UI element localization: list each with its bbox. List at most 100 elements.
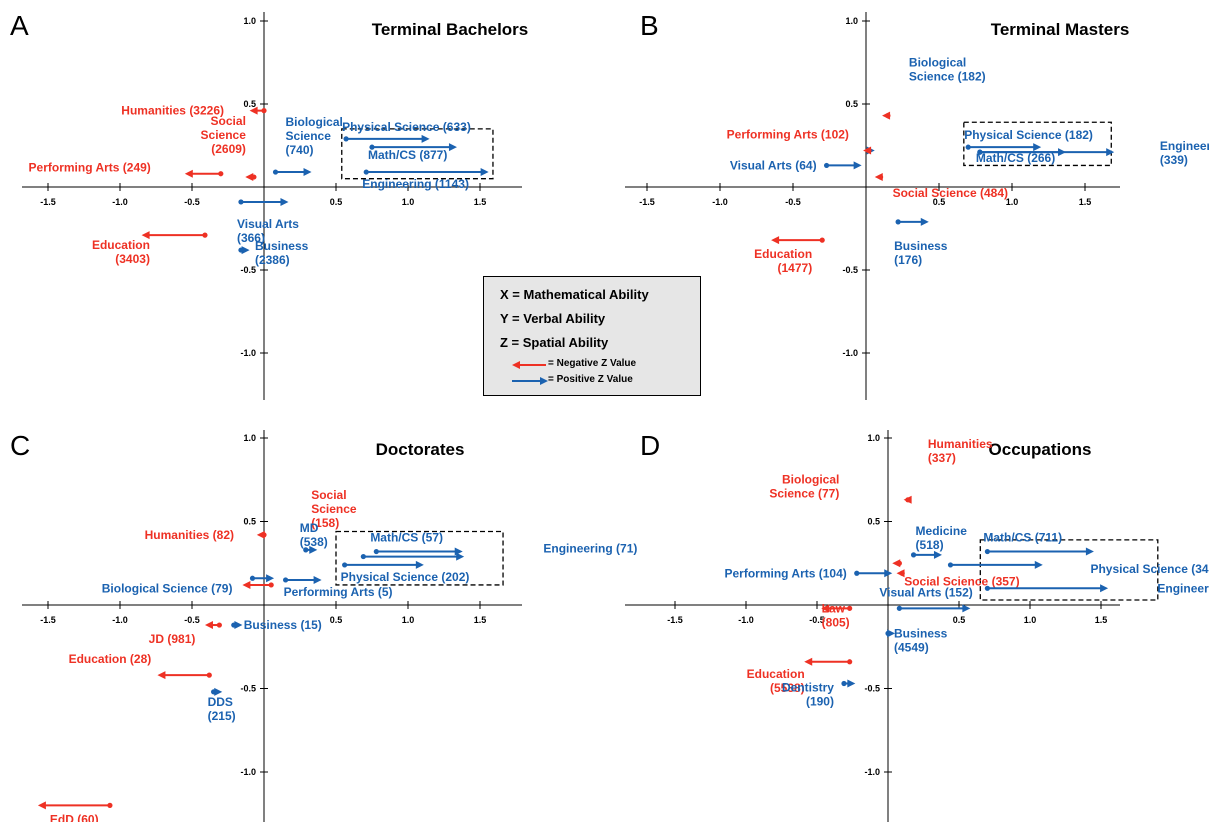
panel-letter: A	[10, 10, 29, 41]
x-tick-label: 1.5	[1079, 197, 1092, 207]
x-tick-label: 1.5	[474, 197, 487, 207]
data-point: Physical Science (182)	[964, 128, 1093, 152]
point-label: Biological Science (740)	[286, 115, 343, 157]
panel-b: -1.5 -1.0 -0.5 0.5 1.0 1.5 1.0 0.5 -0.5 -1.0 B Term…	[625, 0, 1209, 400]
highlight-box	[979, 539, 1159, 601]
point-label: Biological Science (182)	[909, 55, 986, 83]
y-tick-label: -1.0	[240, 767, 256, 777]
x-tick-label: 0.5	[330, 615, 343, 625]
z-arrow-head	[309, 545, 318, 554]
point-label: EdD (60)	[50, 812, 99, 822]
data-point: Math/CS (266)	[976, 148, 1067, 165]
z-arrow-head	[204, 621, 213, 630]
data-point: Education (5538)	[747, 657, 853, 695]
z-arrow-head	[771, 236, 780, 245]
point-dot	[249, 575, 256, 581]
y-tick-label: 1.0	[845, 16, 858, 26]
z-arrow-head	[874, 173, 883, 182]
y-tick-label: 1.0	[867, 433, 880, 443]
data-point: Physical Science (347)	[947, 560, 1209, 576]
data-point: Performing Arts (249)	[29, 161, 224, 178]
z-arrow-head	[821, 604, 830, 613]
z-arrow-head	[415, 560, 424, 569]
y-tick-label: 1.0	[243, 433, 256, 443]
data-point: Social Science (2609)	[201, 114, 257, 182]
panel-d: -1.5 -1.0 -0.5 0.5 1.0 1.5 1.0 0.5 -0.5 -1.0 D Occu…	[625, 430, 1209, 822]
point-label: Education (5538)	[747, 667, 805, 695]
z-arrow-head	[804, 657, 813, 666]
panel-c: -1.5 -1.0 -0.5 0.5 1.0 1.5 1.0 0.5 -0.5 -1.0 C Doct…	[10, 430, 637, 822]
data-point: Medicine (518)	[910, 524, 968, 559]
point-label: Humanities (695)	[943, 0, 1039, 1]
point-label: Business (15)	[244, 618, 322, 632]
x-tick-label: -1.0	[112, 197, 128, 207]
data-point: Performing Arts (104)	[725, 566, 893, 580]
point-dot	[819, 237, 825, 243]
z-arrow-head	[242, 580, 251, 589]
highlight-box	[963, 121, 1112, 167]
point-label: Medicine (518)	[916, 524, 968, 552]
data-point: Visual Arts (366)	[237, 197, 299, 245]
z-arrow-head	[313, 575, 322, 584]
point-label: Visual Arts (64)	[730, 158, 817, 172]
y-tick-label: -0.5	[240, 265, 256, 275]
z-arrow-head	[887, 629, 896, 638]
point-label: Physical Science (202)	[341, 570, 470, 584]
data-point: Humanities (695)	[882, 0, 1039, 120]
point-label: Physical Science (182)	[964, 128, 1093, 142]
z-arrow-head	[421, 134, 430, 143]
z-arrow-head	[157, 671, 166, 680]
point-label: JD (981)	[149, 632, 196, 646]
z-arrow-head	[249, 106, 258, 115]
data-point: Education (1477)	[754, 236, 825, 275]
x-tick-label: -0.5	[184, 615, 200, 625]
y-tick-label: 0.5	[243, 517, 256, 527]
z-arrow-head	[448, 143, 457, 152]
point-dot	[847, 605, 853, 611]
z-arrow-head	[853, 161, 862, 170]
highlight-box	[341, 128, 494, 180]
z-arrow-head	[896, 569, 905, 578]
point-label: Performing Arts (5)	[284, 585, 393, 599]
point-dot	[238, 199, 244, 205]
point-label: Education (1477)	[754, 247, 812, 275]
y-tick-label: 0.5	[243, 99, 256, 109]
point-label: Performing Arts (102)	[727, 127, 849, 141]
panel-title: Doctorates	[376, 440, 465, 459]
point-label: Social Science (484)	[893, 186, 1008, 200]
data-point: Humanities (3226)	[121, 104, 267, 118]
z-arrow-head	[863, 146, 872, 155]
z-arrow-head	[480, 168, 489, 177]
data-point: Business (2386)	[238, 239, 309, 267]
legend-positive-label: = Positive Z Value	[548, 374, 633, 385]
highlight-box	[335, 530, 504, 586]
x-tick-label: 1.0	[402, 615, 415, 625]
data-point: Social Science (158)	[242, 488, 357, 589]
z-arrow-head	[234, 621, 243, 630]
point-label: Business (176)	[894, 239, 948, 267]
legend: X = Mathematical Ability Y = Verbal Abil…	[483, 276, 701, 396]
point-label: Humanities (337)	[928, 437, 993, 465]
data-point: Business (15)	[231, 618, 322, 632]
point-label: Law (805)	[822, 601, 850, 629]
z-arrow-head	[1033, 143, 1042, 152]
data-point: Visual Arts (64)	[730, 158, 862, 172]
legend-x-line: X = Mathematical Ability	[500, 287, 649, 302]
data-point: Law (805)	[821, 601, 853, 629]
data-point: EdD (60)	[37, 801, 113, 822]
x-tick-label: 1.5	[1095, 615, 1108, 625]
point-label: Math/CS (57)	[370, 531, 443, 545]
z-arrow-head	[933, 550, 942, 559]
data-point: Physical Science (202)	[341, 560, 470, 584]
point-label: Biological Science (77)	[769, 472, 839, 500]
point-label: Education (28)	[69, 652, 152, 666]
y-tick-label: 0.5	[867, 517, 880, 527]
point-label: Biological Science (79)	[102, 581, 233, 595]
x-tick-label: 1.0	[1006, 197, 1019, 207]
z-arrow-head	[245, 173, 254, 182]
point-label: Math/CS (711)	[983, 531, 1062, 545]
legend-negative-label: = Negative Z Value	[548, 358, 637, 369]
x-tick-label: 0.5	[953, 615, 966, 625]
data-point: Engineering (1143)	[362, 168, 489, 191]
